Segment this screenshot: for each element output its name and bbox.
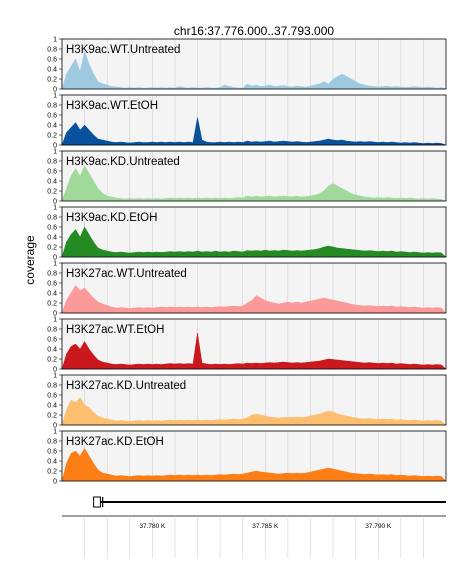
- panel-2: 0 0.2 0.4 0.6 0.8 1 H3K9ac.KD.Untreated: [47, 149, 447, 206]
- coverage-area: [61, 165, 447, 202]
- y-tick-label: 1: [53, 261, 57, 268]
- panel-frame: [61, 150, 447, 202]
- y-tick-label: 1: [53, 373, 57, 380]
- y-tick-label: 1: [53, 37, 57, 44]
- panel-0: 0 0.2 0.4 0.6 0.8 1 H3K9ac.WT.Untreated: [47, 37, 447, 94]
- y-tick-label: 0.8: [47, 383, 57, 390]
- gene-exon: [93, 496, 101, 508]
- y-tick-label: 0.4: [47, 235, 57, 242]
- panel-label: H3K9ac.WT.EtOH: [66, 100, 158, 112]
- panel-label: H3K9ac.KD.Untreated: [66, 156, 180, 168]
- panel-label: H3K27ac.WT.EtOH: [66, 324, 164, 336]
- panel-3: 0 0.2 0.4 0.6 0.8 1 H3K9ac.KD.EtOH: [47, 205, 447, 262]
- panel-frame: [61, 430, 447, 482]
- x-tick-label: 37.785 K: [252, 523, 279, 530]
- chart-title: chr16:37.776.000..37.793.000: [174, 24, 334, 38]
- panel-background: [62, 151, 446, 201]
- y-tick-label: 0.2: [47, 245, 57, 252]
- y-tick-label: 0: [53, 311, 57, 318]
- y-tick-label: 0.2: [47, 133, 57, 140]
- x-tick-label: 37.790 K: [365, 523, 392, 530]
- coverage-area: [61, 448, 447, 482]
- y-tick-label: 0.2: [47, 413, 57, 420]
- y-tick-label: 0: [53, 199, 57, 206]
- panel-label: H3K9ac.KD.EtOH: [66, 212, 157, 224]
- coverage-area: [61, 226, 447, 258]
- panel-frame: [61, 38, 447, 90]
- panel-frame: [61, 206, 447, 258]
- panel-label: H3K27ac.KD.EtOH: [66, 436, 164, 448]
- y-tick-label: 0: [53, 479, 57, 486]
- y-tick-label: 0.8: [47, 327, 57, 334]
- y-tick-label: 0.8: [47, 271, 57, 278]
- panel-frame: [61, 318, 447, 370]
- x-axis: 37.780 K 37.785 K 37.790 K: [62, 515, 446, 558]
- y-tick-label: 0.6: [47, 57, 57, 64]
- panel-label: H3K27ac.WT.Untreated: [66, 268, 187, 280]
- y-tick-label: 0.4: [47, 179, 57, 186]
- coverage-area: [61, 397, 447, 426]
- panel-frame: [61, 262, 447, 314]
- y-tick-label: 0: [53, 87, 57, 94]
- panel-label: H3K9ac.WT.Untreated: [66, 44, 180, 56]
- y-tick-label: 0.6: [47, 393, 57, 400]
- y-tick-label: 1: [53, 205, 57, 212]
- y-tick-label: 0.8: [47, 215, 57, 222]
- coverage-area: [61, 285, 447, 314]
- y-tick-label: 0.2: [47, 77, 57, 84]
- y-tick-label: 0.4: [47, 347, 57, 354]
- y-tick-label: 0.4: [47, 67, 57, 74]
- y-tick-label: 0: [53, 423, 57, 430]
- y-tick-label: 0.4: [47, 123, 57, 130]
- y-tick-label: 0.6: [47, 337, 57, 344]
- x-tick-label: 37.780 K: [139, 523, 166, 530]
- y-axis-label: coverage: [23, 235, 37, 285]
- y-tick-label: 1: [53, 149, 57, 156]
- y-tick-label: 0: [53, 255, 57, 262]
- y-tick-label: 0.6: [47, 449, 57, 456]
- y-tick-label: 0.8: [47, 103, 57, 110]
- coverage-area: [61, 117, 447, 146]
- y-tick-label: 1: [53, 93, 57, 100]
- panel-1: 0 0.2 0.4 0.6 0.8 1 H3K9ac.WT.EtOH: [47, 93, 447, 150]
- y-tick-label: 0: [53, 367, 57, 374]
- y-tick-label: 0.2: [47, 469, 57, 476]
- y-tick-label: 0.4: [47, 459, 57, 466]
- panel-6: 0 0.2 0.4 0.6 0.8 1 H3K27ac.KD.Untreated: [47, 373, 447, 430]
- y-tick-label: 0.6: [47, 225, 57, 232]
- panels-group: 0 0.2 0.4 0.6 0.8 1 H3K9ac.WT.Untreated 0 0.2 0.4…: [47, 37, 447, 486]
- panel-frame: [61, 374, 447, 426]
- y-tick-label: 0: [53, 143, 57, 150]
- coverage-area: [61, 332, 447, 370]
- y-tick-label: 0.2: [47, 357, 57, 364]
- coverage-area: [61, 50, 447, 90]
- y-tick-label: 0.4: [47, 291, 57, 298]
- y-tick-label: 1: [53, 317, 57, 324]
- panel-background: [62, 207, 446, 257]
- y-tick-label: 0.4: [47, 403, 57, 410]
- panel-5: 0 0.2 0.4 0.6 0.8 1 H3K27ac.WT.EtOH: [47, 317, 447, 374]
- y-tick-label: 0.8: [47, 47, 57, 54]
- panel-background: [62, 95, 446, 145]
- panel-background: [62, 39, 446, 89]
- y-tick-label: 0.8: [47, 439, 57, 446]
- panel-7: 0 0.2 0.4 0.6 0.8 1 H3K27ac.KD.EtOH: [47, 429, 447, 486]
- y-tick-label: 0.6: [47, 113, 57, 120]
- y-tick-label: 0.2: [47, 189, 57, 196]
- gene-track: [93, 496, 446, 508]
- y-tick-label: 1: [53, 429, 57, 436]
- y-tick-label: 0.2: [47, 301, 57, 308]
- y-tick-label: 0.6: [47, 281, 57, 288]
- panel-4: 0 0.2 0.4 0.6 0.8 1 H3K27ac.WT.Untreated: [47, 261, 447, 318]
- panel-label: H3K27ac.KD.Untreated: [66, 380, 186, 392]
- panel-frame: [61, 94, 447, 146]
- y-tick-label: 0.8: [47, 159, 57, 166]
- panel-background: [62, 319, 446, 369]
- y-tick-label: 0.6: [47, 169, 57, 176]
